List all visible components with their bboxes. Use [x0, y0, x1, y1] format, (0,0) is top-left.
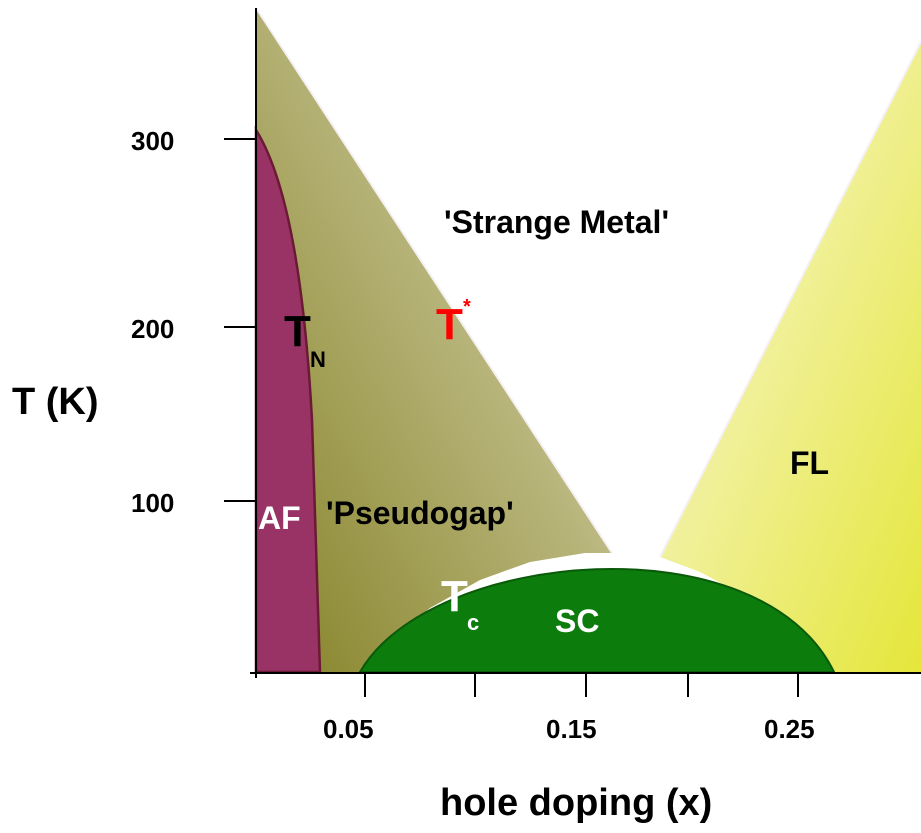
- pseudogap-region: [256, 8, 612, 672]
- sc-label: SC: [555, 603, 599, 639]
- x-tick-label-0.15: 0.15: [546, 714, 597, 744]
- af-label: AF: [258, 500, 301, 536]
- fl-boundary-line: [659, 41, 921, 558]
- x-axis-title: hole doping (x): [440, 782, 712, 824]
- y-axis-title: T (K): [12, 381, 99, 423]
- t-star-label: T: [436, 300, 463, 349]
- fl-region: [660, 42, 921, 672]
- t-n-subscript: N: [310, 347, 326, 372]
- y-tick-label-100: 100: [131, 488, 174, 518]
- t-star-line: [255, 7, 613, 554]
- x-tick-label-0.05: 0.05: [323, 714, 374, 744]
- af-region: [254, 125, 322, 674]
- strange-metal-label: 'Strange Metal': [444, 204, 669, 240]
- x-tick-label-0.25: 0.25: [764, 714, 815, 744]
- t-star-superscript: *: [463, 296, 471, 318]
- t-c-label: T: [441, 572, 468, 621]
- sc-dome: [358, 567, 836, 673]
- t-c-subscript: c: [467, 610, 479, 635]
- pseudogap-label: 'Pseudogap': [326, 495, 514, 531]
- y-tick-label-200: 200: [131, 314, 174, 344]
- fl-label: FL: [790, 445, 829, 481]
- y-tick-label-300: 300: [131, 126, 174, 156]
- t-n-label: T: [284, 307, 311, 356]
